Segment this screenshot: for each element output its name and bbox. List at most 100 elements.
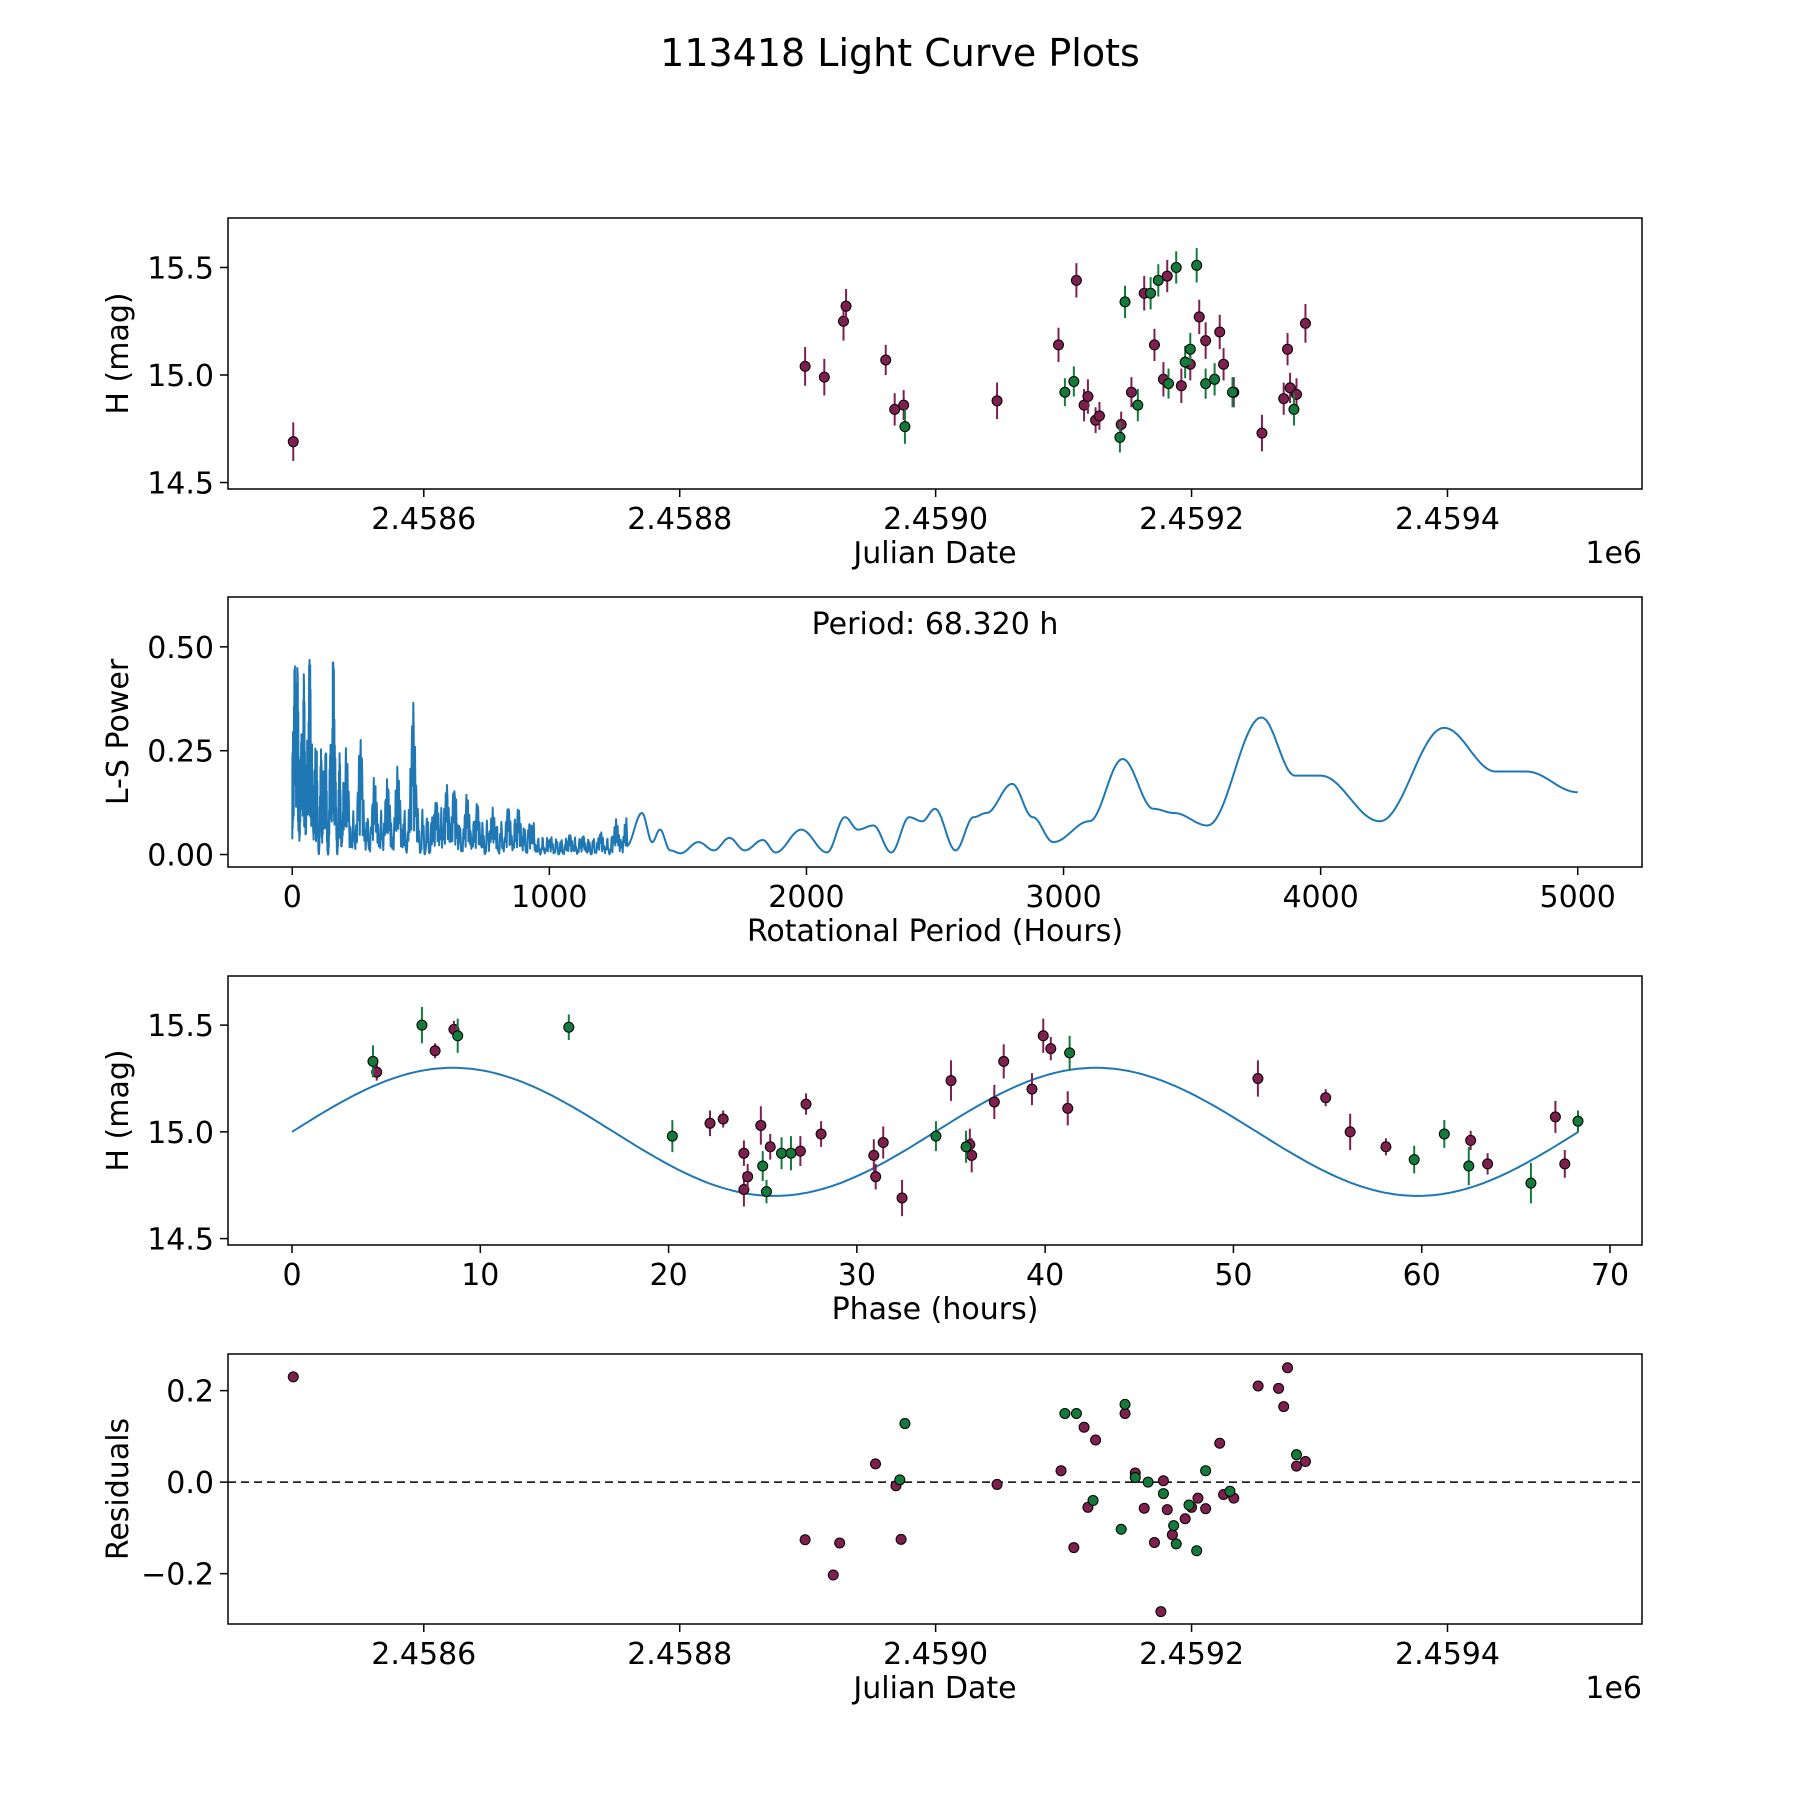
x-axis-label: Phase (hours) [832,1292,1039,1327]
x-tick-label: 5000 [1540,880,1616,915]
data-point [1161,1504,1173,1516]
periodogram-line [291,659,1578,856]
y-axis-label: Residuals [101,1418,136,1560]
data-point [1070,1407,1082,1419]
data-point [1193,311,1205,323]
data-point [1290,1449,1302,1461]
data-point [1290,1460,1302,1472]
data-point [1214,326,1226,338]
data-point [834,1537,846,1549]
data-point [1200,335,1212,347]
x-tick-label: 30 [838,1258,876,1293]
x-tick-label: 0 [282,1258,301,1293]
data-point [899,1418,911,1430]
axes-frame [227,1353,1643,1625]
period-annotation: Period: 68.320 h [812,607,1059,642]
data-point [1064,1047,1076,1059]
data-point [889,403,901,415]
data-point [785,1147,797,1159]
data-point [717,1113,729,1125]
data-point [1166,1529,1178,1541]
data-point [1192,1492,1204,1504]
x-tick-label: 2.4592 [1139,1637,1244,1672]
data-point [1438,1128,1450,1140]
x-tick-label: 1000 [511,880,587,915]
data-point [755,1119,767,1131]
data-point [416,1019,428,1031]
data-point [1209,373,1221,385]
data-point [800,1098,812,1110]
plot-area [291,659,1578,856]
data-point [1191,1545,1203,1557]
data-point [895,1533,907,1545]
data-point [799,360,811,372]
data-point [666,1130,678,1142]
data-point [1129,1472,1141,1484]
x-axis-label: Julian Date [851,1671,1016,1706]
x-tick-label: 10 [461,1258,499,1293]
y-axis-label: L-S Power [101,658,136,805]
data-point [960,1141,972,1153]
x-tick-label: 2.4588 [627,1637,732,1672]
data-point [1278,1401,1290,1413]
plot-area [228,1362,1642,1618]
data-point [877,1137,889,1149]
data-point [1068,1542,1080,1554]
data-point [1125,386,1137,398]
y-tick-label: 15.0 [147,1116,214,1151]
data-point [1252,1380,1264,1392]
data-point [1179,1513,1191,1525]
data-point [1299,1456,1311,1468]
data-point [827,1569,839,1581]
series-filter-a [287,1362,1311,1618]
data-point [1282,1362,1294,1374]
axes-frame [227,975,1643,1246]
series-filter-b [367,1006,1584,1204]
y-tick-label: 0.0 [166,1466,214,1501]
data-point [1119,1398,1131,1410]
data-point [1288,403,1300,415]
plot-area [287,248,1311,462]
y-tick-label: 14.5 [147,1223,214,1258]
data-point [988,1096,1000,1108]
data-point [1155,1606,1167,1618]
y-tick-label: 14.5 [147,467,214,502]
data-point [818,371,830,383]
data-point [998,1055,1010,1067]
data-point [1218,358,1230,370]
y-axis-label: H (mag) [101,1049,136,1171]
data-point [1161,270,1173,282]
data-point [1284,382,1296,394]
data-point [429,1045,441,1057]
data-point [1184,343,1196,355]
data-point [760,1186,772,1198]
data-point [991,1478,1003,1490]
data-point [1559,1158,1571,1170]
data-point [1179,356,1191,368]
data-point [1200,1465,1212,1477]
x-tick-label: 2.4590 [883,1637,988,1672]
x-tick-label: 2.4586 [371,502,476,537]
data-point [1282,343,1294,355]
data-point [1170,1538,1182,1550]
periodogram-panel: 0 1000 2000 3000 4000 5000 0.00 0.25 0.50 Rotatio… [101,596,1643,949]
y-tick-label: 0.00 [147,839,214,874]
data-point [794,1145,806,1157]
data-point [1037,1030,1049,1042]
x-tick-label: 2000 [768,880,844,915]
data-point [1214,1437,1226,1449]
data-point [563,1021,575,1033]
data-point [367,1055,379,1067]
data-point [1148,1537,1160,1549]
x-tick-label: 0 [283,880,302,915]
data-point [896,1192,908,1204]
data-point [894,1474,906,1486]
data-point [870,1171,882,1183]
series-filter-a [371,1018,1571,1217]
data-point [1465,1134,1477,1146]
y-tick-label: 15.5 [147,1009,214,1044]
data-point [1463,1160,1475,1172]
y-tick-label: 0.25 [147,735,214,770]
data-point [880,354,892,366]
data-point [899,421,911,433]
